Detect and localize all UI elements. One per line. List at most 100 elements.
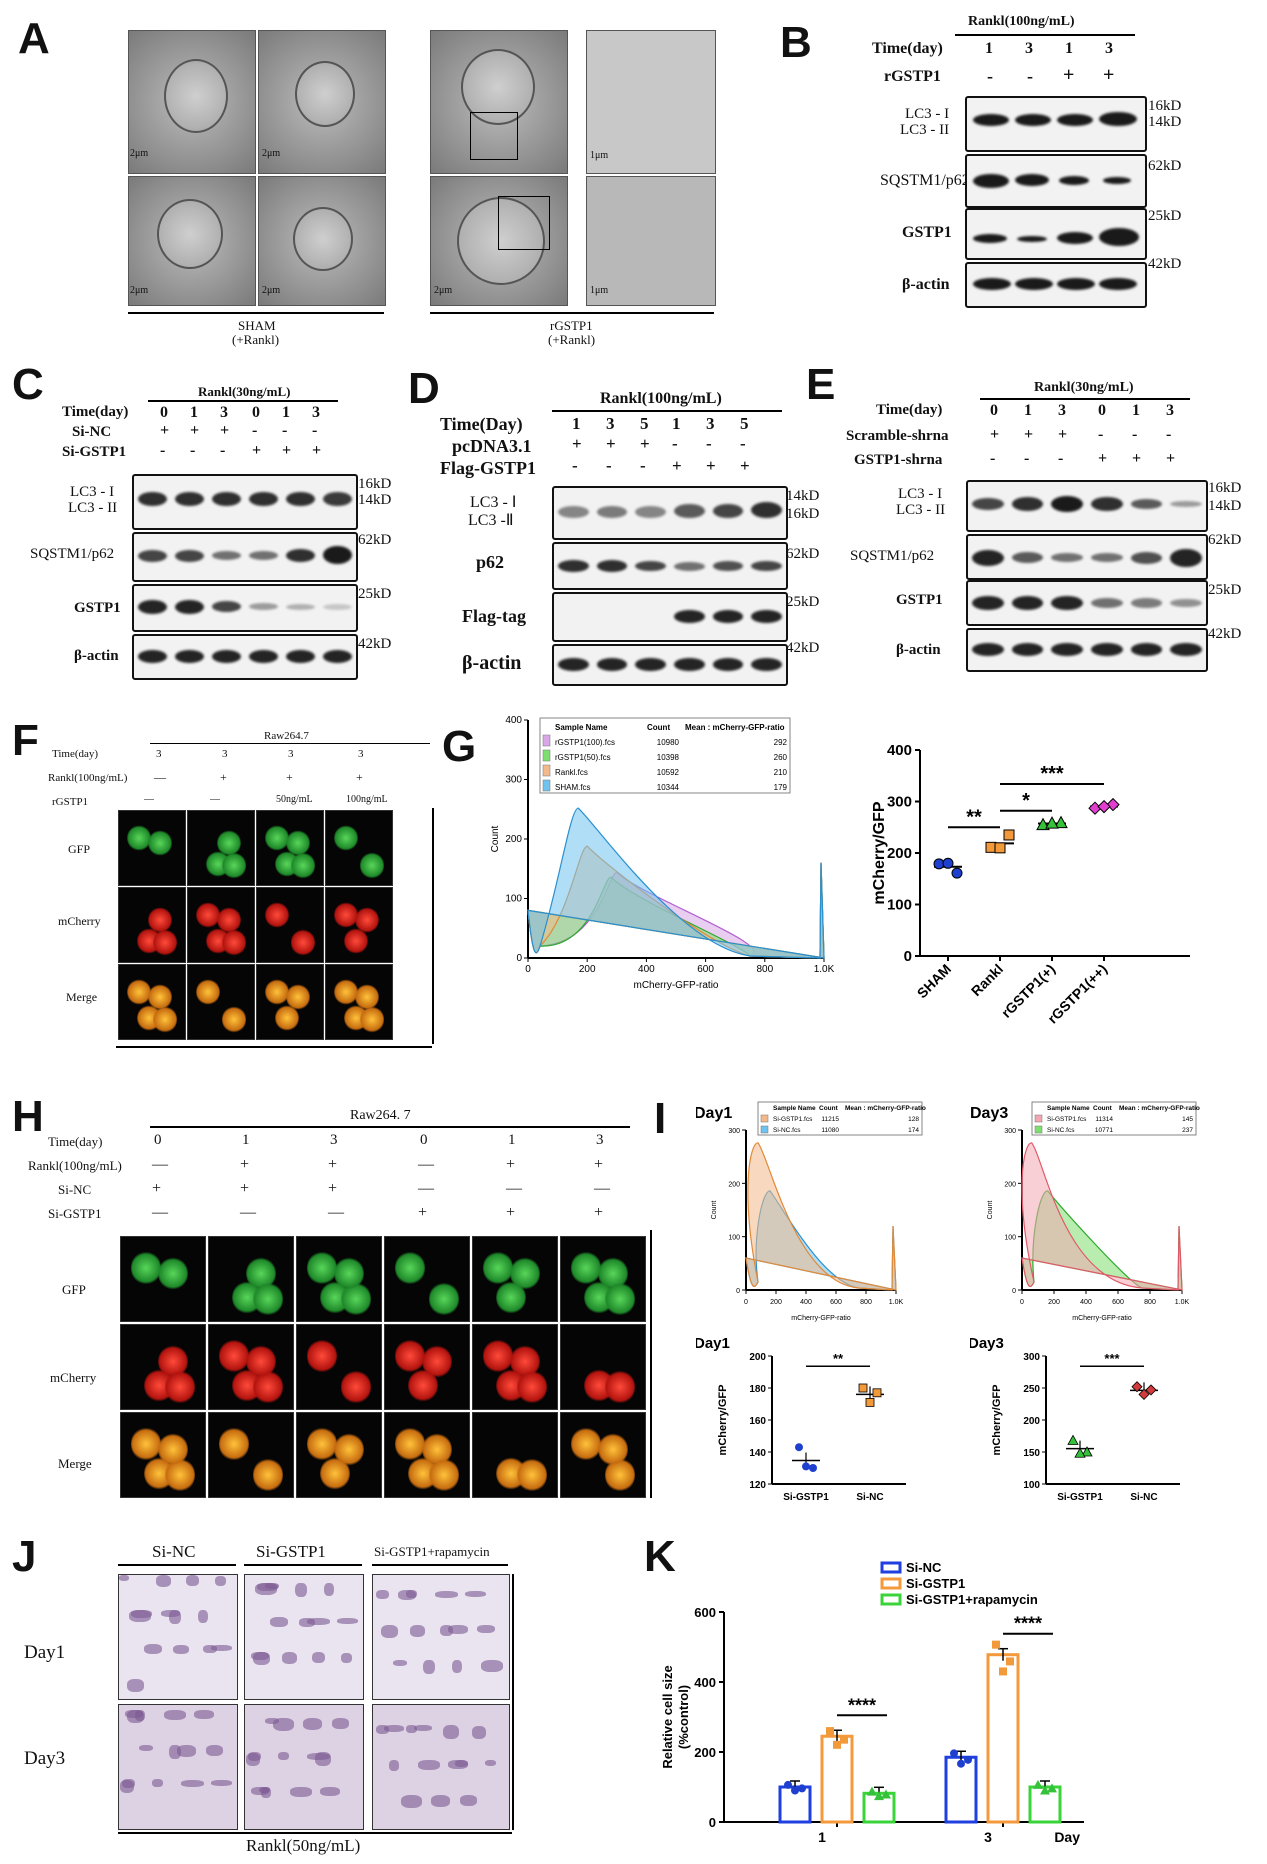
y-axis-label-unit: (%control) [676, 1685, 691, 1749]
band [751, 561, 782, 571]
cell [291, 852, 316, 879]
column-label: Si-GSTP1 [256, 1542, 326, 1561]
sign-value: - [1058, 450, 1064, 467]
fluorescence-image [118, 887, 186, 963]
data-point [865, 1398, 875, 1407]
table-cell: 237 [1182, 1127, 1193, 1134]
cell [164, 1370, 195, 1404]
sign-value: - [160, 442, 166, 459]
data-point [881, 1789, 891, 1799]
sign-value: - [252, 422, 258, 439]
time-value: 3 [606, 414, 615, 433]
stain-cell [341, 1652, 353, 1663]
sign-value: - [740, 434, 746, 453]
band [1091, 497, 1123, 511]
time-value: 3 [222, 748, 228, 760]
cell [604, 1370, 635, 1404]
stain-cell [151, 1779, 163, 1788]
y-tick-label: 100 [505, 894, 522, 905]
stain-cell [206, 1744, 223, 1756]
blot-lc3 [552, 486, 788, 540]
time-value: 0 [990, 402, 998, 419]
cell [274, 1004, 299, 1032]
stain-cell [418, 1760, 441, 1770]
band [212, 492, 241, 506]
cell-line-header: Raw264. 7 [350, 1108, 411, 1123]
plot-title: Day1 [696, 1335, 730, 1352]
cell [307, 1339, 338, 1373]
header-line [148, 400, 338, 402]
group-label-rgstp1: rGSTP1 [550, 318, 593, 333]
kd-label: 62kD [1208, 532, 1242, 548]
blot-label: SQSTM1/p62 [880, 172, 970, 189]
time-value: 5 [740, 414, 749, 433]
band [1170, 599, 1202, 607]
em-image [258, 176, 386, 306]
y-tick-label: 300 [1023, 1352, 1040, 1363]
stain-cell [336, 1617, 358, 1624]
band [1170, 549, 1202, 567]
stain-cell [120, 1779, 135, 1793]
stain-cell [435, 1590, 459, 1598]
sign-value: + [1132, 450, 1142, 467]
y-tick-label: 200 [694, 1745, 716, 1760]
band [1011, 596, 1044, 610]
kd-label: 62kD [786, 546, 820, 562]
x-tick-label: 200 [770, 1299, 782, 1306]
cell [571, 1251, 602, 1285]
y-tick-label: 100 [887, 897, 912, 914]
fluorescence-image [120, 1236, 206, 1322]
table-cell: 10980 [657, 738, 680, 747]
sign-value: - [987, 66, 993, 86]
y-tick-label: 100 [1004, 1235, 1016, 1242]
sign-value: - [672, 434, 678, 453]
significance-label: **** [848, 1695, 876, 1715]
data-point [1036, 817, 1050, 831]
sign-value: + [220, 422, 230, 439]
sign-value: + [706, 456, 716, 475]
stain-cell [460, 1794, 477, 1806]
cell [286, 830, 310, 857]
cell [307, 1251, 338, 1285]
sign-value: + [282, 442, 292, 459]
sign-value: + [1063, 64, 1075, 86]
kd-label: 25kD [1208, 582, 1242, 598]
sign-value: — [418, 1156, 434, 1173]
panel-label-d: D [408, 364, 440, 413]
stain-cell [173, 1644, 190, 1654]
stain-cell [258, 1787, 270, 1794]
panel-j-bottomline [118, 1832, 512, 1834]
x-tick-label: 1.0K [814, 964, 835, 975]
header-line [150, 743, 430, 744]
time-value: 3 [1058, 402, 1066, 419]
band [249, 650, 278, 663]
blot-label: LC3 -Ⅱ [468, 512, 514, 529]
cell [153, 929, 178, 956]
scale-bar-label: 1μm [590, 285, 609, 296]
sign-value: + [1166, 450, 1176, 467]
cell [195, 979, 220, 1006]
stain-cell [124, 1710, 143, 1719]
table-cell: Rankl.fcs [555, 768, 588, 777]
time-value: 0 [420, 1132, 428, 1148]
row-label-sigstp1: Si-GSTP1 [48, 1206, 102, 1221]
blot-label: LC3 - I [898, 486, 943, 502]
x-tick-label: 400 [1080, 1299, 1092, 1306]
column-underline [372, 1564, 508, 1566]
fluorescence-image [384, 1412, 470, 1498]
fluorescence-image [120, 1412, 206, 1498]
cell [395, 1251, 426, 1285]
row-label-rgstp1: rGSTP1 [884, 68, 941, 85]
stain-cell [324, 1583, 335, 1596]
y-tick-label: 400 [694, 1675, 716, 1690]
data-point [933, 858, 945, 870]
plot-title: Day3 [970, 1335, 1004, 1352]
treatment-header: Rankl(30ng/mL) [1034, 380, 1134, 395]
sign-value: + [312, 442, 322, 459]
band [712, 610, 744, 623]
cell [264, 825, 289, 852]
time-value: 1 [572, 414, 581, 433]
scatter-plot-day3: Day3 100 150 200 250 300 mCherry/GFP Si-GSTP1 Si… [970, 1335, 1180, 1503]
band [1051, 596, 1083, 610]
band [175, 650, 204, 663]
